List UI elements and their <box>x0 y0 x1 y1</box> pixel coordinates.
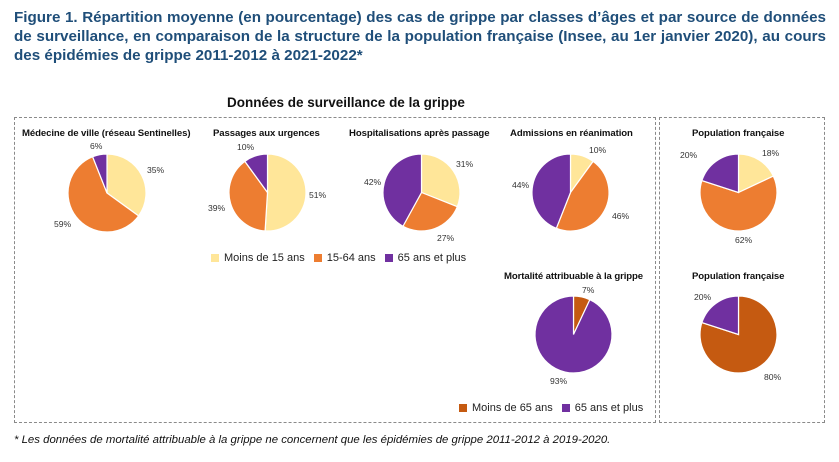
chart-title-medecine-de-ville: Médecine de ville (réseau Sentinelles) <box>22 128 191 139</box>
pie-slice-moins-de-15-ans <box>420 153 461 208</box>
legend-two-groups: Moins de 65 ans 65 ans et plus <box>459 402 652 414</box>
pct-hospit-under15: 31% <box>456 159 474 169</box>
pct-population3-under15: 18% <box>762 148 780 158</box>
pct-reanimation-15-64: 46% <box>612 211 630 221</box>
legend-swatch-under65 <box>459 404 467 412</box>
footnote: * Les données de mortalité attribuable à… <box>14 434 611 446</box>
pie-reanimation <box>531 153 610 232</box>
pie-slice-moins-de-15-ans <box>106 153 147 217</box>
pct-mortalite-65plus: 93% <box>550 376 568 386</box>
figure-title: Figure 1. Répartition moyenne (en pource… <box>14 9 826 64</box>
pct-hospit-65plus: 42% <box>364 177 382 187</box>
legend-label-65plus: 65 ans et plus <box>397 252 467 264</box>
chart-title-population-3: Population française <box>692 128 785 139</box>
pct-urgences-under15: 51% <box>309 190 327 200</box>
pie-slice-65-ans-et-plus <box>91 153 108 194</box>
chart-title-passages-urgences: Passages aux urgences <box>213 128 320 139</box>
chart-title-population-2: Population française <box>692 271 785 282</box>
pct-reanimation-under15: 10% <box>589 145 607 155</box>
pie-slice-65-ans-et-plus <box>701 295 740 336</box>
pct-population2-under65: 80% <box>764 372 782 382</box>
pie-passages-urgences <box>228 153 307 232</box>
pie-slice-15-64-ans <box>555 160 610 232</box>
legend-age-groups: Moins de 15 ans 15-64 ans 65 ans et plus <box>211 252 475 264</box>
pie-hospitalisations <box>382 153 461 232</box>
pie-slice-moins-de-15-ans <box>737 153 775 194</box>
legend-item-15-64: 15-64 ans <box>313 252 376 264</box>
chart-title-reanimation: Admissions en réanimation <box>510 128 633 139</box>
pct-population2-65plus: 20% <box>694 292 712 302</box>
chart-title-hospitalisations: Hospitalisations après passage <box>349 128 490 139</box>
pie-population-3 <box>699 153 778 232</box>
pct-medecine-15-64: 59% <box>54 219 72 229</box>
pie-slice-65-ans-et-plus <box>244 153 269 195</box>
pie-slice-65-ans-et-plus <box>701 153 740 194</box>
legend-label-65plus-b: 65 ans et plus <box>574 402 644 414</box>
legend-item-under65: Moins de 65 ans <box>459 402 553 414</box>
pie-slice-65-ans-et-plus <box>534 295 613 374</box>
section-title: Données de surveillance de la grippe <box>227 95 465 110</box>
pie-slice-15-64-ans <box>67 155 140 233</box>
pct-urgences-15-64: 39% <box>208 203 226 213</box>
pct-population3-15-64: 62% <box>735 235 753 245</box>
legend-label-under65: Moins de 65 ans <box>472 402 553 414</box>
pie-slice-65-ans-et-plus <box>382 153 423 228</box>
pct-mortalite-under65: 7% <box>582 285 595 295</box>
pie-slice-65-ans-et-plus <box>531 153 572 230</box>
pie-population-2 <box>699 295 778 374</box>
legend-item-65plus-b: 65 ans et plus <box>561 402 644 414</box>
pct-medecine-under15: 35% <box>147 165 165 175</box>
pie-medecine-de-ville <box>67 153 147 233</box>
legend-item-65plus: 65 ans et plus <box>384 252 467 264</box>
legend-swatch-15-64 <box>313 254 322 262</box>
population-panel <box>659 117 825 423</box>
pct-reanimation-65plus: 44% <box>512 180 530 190</box>
pie-slice-15-64-ans <box>699 175 778 232</box>
pie-mortalite <box>534 295 613 374</box>
legend-label-15-64: 15-64 ans <box>326 252 376 264</box>
surveillance-panel <box>14 117 656 423</box>
pct-urgences-65plus: 10% <box>237 142 255 152</box>
pie-slice-moins-de-15-ans <box>264 153 307 232</box>
legend-item-under15: Moins de 15 ans <box>211 252 305 264</box>
pct-population3-65plus: 20% <box>680 150 698 160</box>
legend-label-under15: Moins de 15 ans <box>224 252 305 264</box>
pct-medecine-65plus: 6% <box>90 141 103 151</box>
chart-title-mortalite: Mortalité attribuable à la grippe <box>504 271 644 282</box>
legend-swatch-65plus <box>384 254 393 262</box>
legend-swatch-65plus-b <box>561 404 570 412</box>
legend-swatch-under15 <box>211 254 219 262</box>
pct-hospit-15-64: 27% <box>437 233 455 243</box>
pie-slice-15-64-ans <box>228 160 269 232</box>
